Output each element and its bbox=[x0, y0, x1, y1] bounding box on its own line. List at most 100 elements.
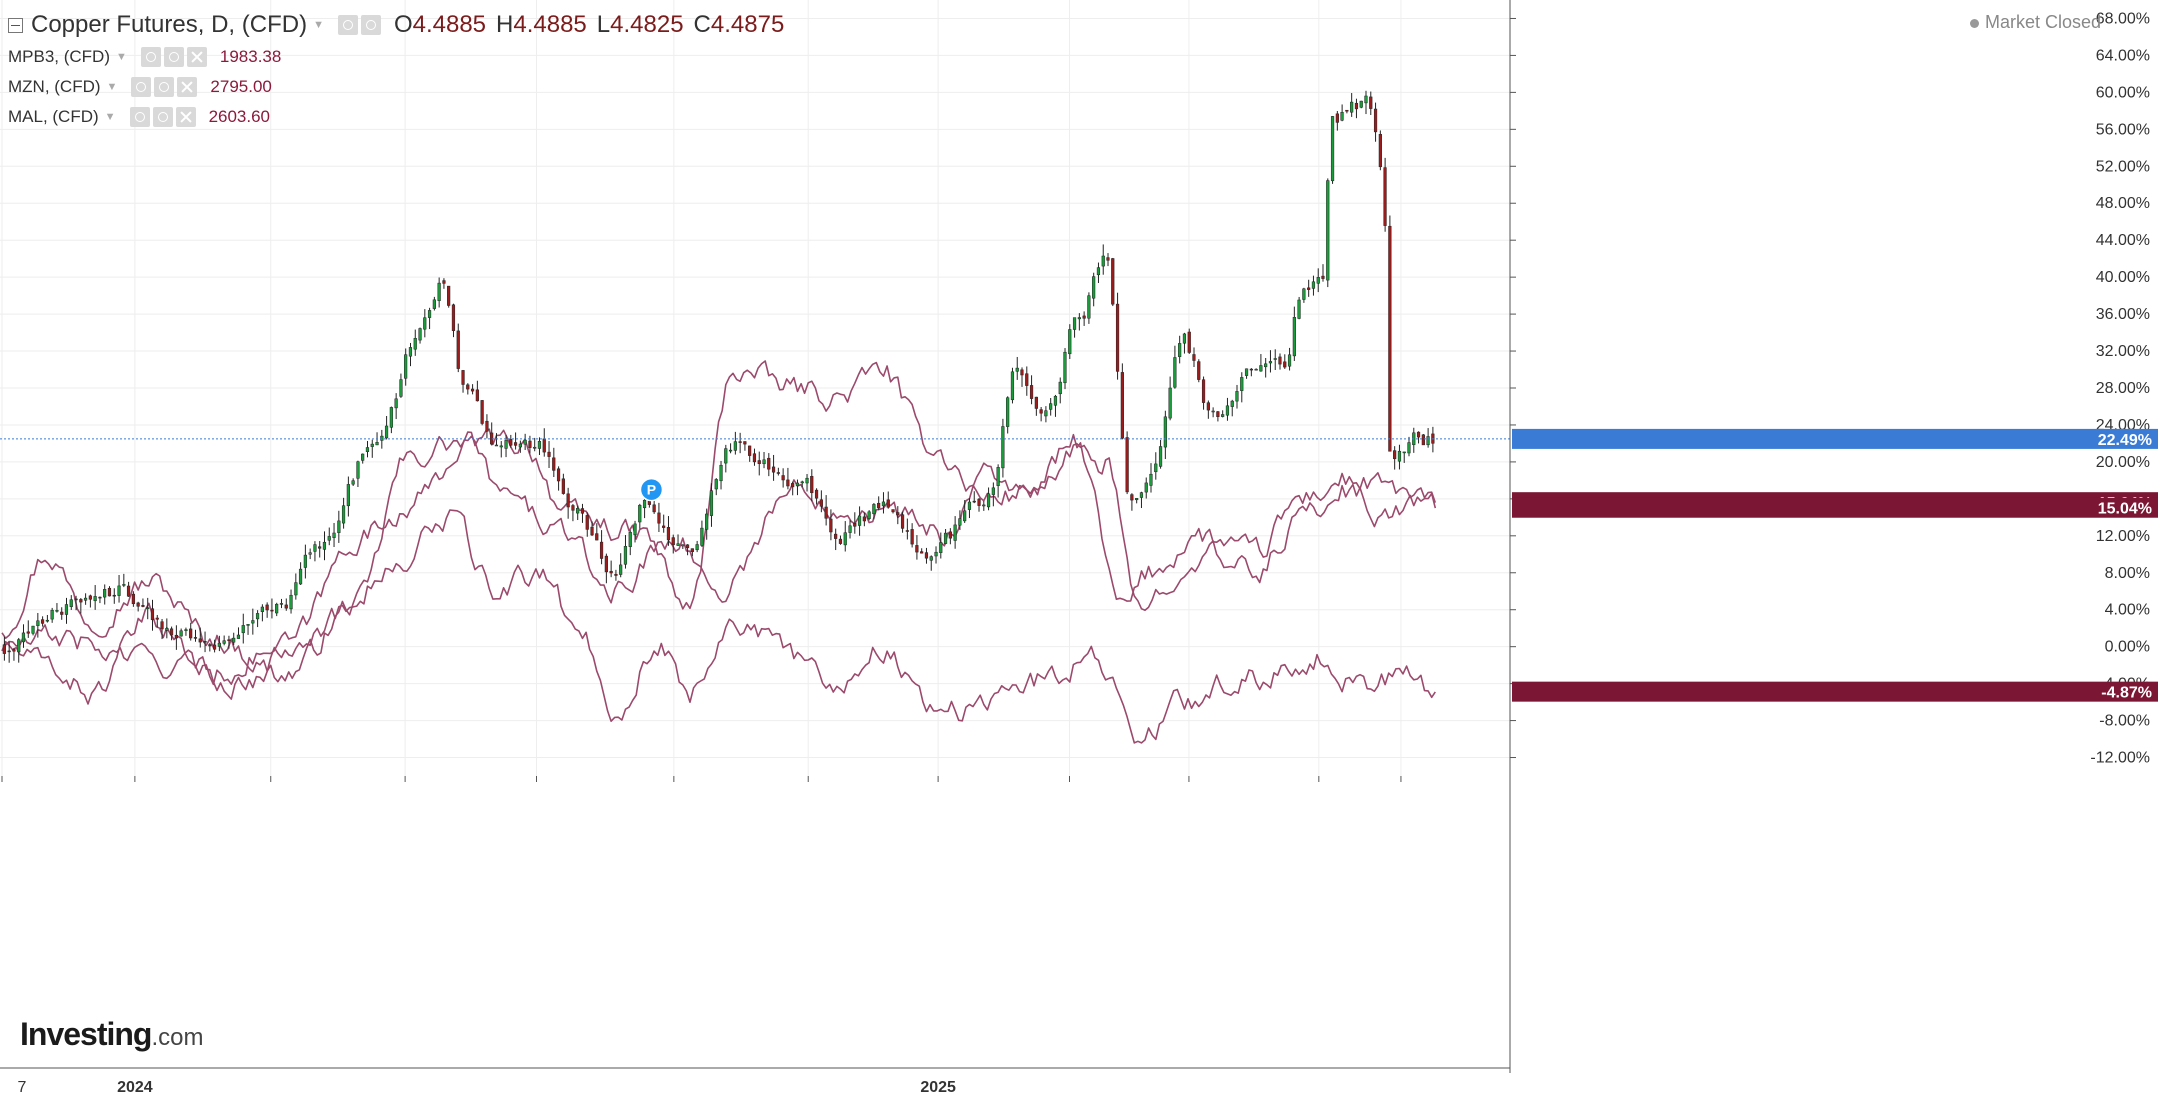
high-label: H bbox=[496, 11, 514, 38]
candle-body bbox=[1120, 372, 1124, 439]
chevron-down-icon[interactable]: ▼ bbox=[104, 111, 116, 123]
candle-body bbox=[652, 504, 656, 513]
candle-body bbox=[1397, 450, 1402, 462]
candle-body bbox=[1063, 351, 1067, 384]
candle-body bbox=[700, 527, 704, 546]
candle-body bbox=[1006, 397, 1010, 427]
legend-overlay-symbol[interactable]: MZN, (CFD) bbox=[8, 77, 101, 96]
candle-body bbox=[1254, 368, 1258, 371]
candle-body bbox=[986, 493, 991, 508]
candle-body bbox=[924, 552, 929, 559]
candle-body bbox=[805, 477, 809, 484]
market-status: Market Closed bbox=[1969, 12, 2101, 33]
candle-body bbox=[470, 388, 475, 392]
collapse-icon[interactable] bbox=[8, 17, 23, 33]
candle-body bbox=[21, 632, 26, 643]
chevron-down-icon[interactable]: ▼ bbox=[116, 51, 127, 63]
candle-body bbox=[1416, 431, 1421, 438]
p-marker-icon[interactable]: P bbox=[639, 477, 664, 502]
eye-icon[interactable] bbox=[129, 107, 150, 127]
high-value: 4.4885 bbox=[513, 11, 587, 38]
legend-overlay-symbol[interactable]: MPB3, (CFD) bbox=[8, 47, 110, 66]
candle-body bbox=[447, 285, 451, 306]
candle-body bbox=[1297, 299, 1301, 319]
candle-body bbox=[346, 484, 350, 507]
candle-body bbox=[232, 637, 236, 643]
candle-body bbox=[79, 599, 83, 603]
y-tick-label: 64.00% bbox=[2096, 47, 2150, 64]
candle-body bbox=[571, 505, 575, 511]
candle-body bbox=[542, 438, 546, 453]
candle-body bbox=[1259, 365, 1263, 372]
chevron-down-icon[interactable]: ▼ bbox=[313, 19, 324, 31]
legend-overlay-symbol[interactable]: MAL, (CFD) bbox=[8, 107, 99, 126]
axis-tag-label: -4.87% bbox=[2101, 685, 2152, 702]
candle-body bbox=[590, 526, 594, 536]
candle-body bbox=[1373, 108, 1378, 133]
candle-body bbox=[513, 442, 518, 446]
candle-body bbox=[566, 493, 570, 508]
eye-icon[interactable] bbox=[131, 77, 152, 97]
candle-body bbox=[819, 499, 823, 507]
candle-body bbox=[318, 546, 322, 549]
candle-body bbox=[800, 481, 804, 484]
close-icon[interactable] bbox=[177, 77, 198, 97]
gear-icon[interactable] bbox=[360, 15, 381, 35]
chevron-down-icon[interactable]: ▼ bbox=[106, 81, 118, 93]
y-tick-label: 44.00% bbox=[2096, 232, 2150, 249]
candle-body bbox=[404, 354, 408, 379]
candle-body bbox=[1001, 426, 1005, 469]
axis-tag-bg bbox=[1512, 428, 2158, 449]
legend-overlay-row: MZN, (CFD) ▼ 2795.00 bbox=[8, 72, 784, 102]
candle-body bbox=[103, 589, 107, 598]
candle-body bbox=[1020, 369, 1024, 376]
candle-body bbox=[184, 629, 188, 631]
candle-body bbox=[891, 509, 895, 513]
candle-body bbox=[466, 384, 470, 390]
candle-body bbox=[1072, 317, 1077, 330]
candle-body bbox=[943, 532, 948, 544]
y-axis: 68.00% 64.00% 60.00% 56.00% 52.00% 48.00% 44.0… bbox=[1509, 0, 2150, 1073]
candle-body bbox=[442, 280, 446, 284]
y-tick-label: 40.00% bbox=[2096, 269, 2150, 286]
eye-icon[interactable] bbox=[140, 47, 161, 67]
logo-main: Investing bbox=[20, 1016, 152, 1052]
candle-body bbox=[1044, 410, 1048, 417]
candles bbox=[2, 90, 1435, 663]
eye-icon[interactable] bbox=[337, 15, 358, 35]
candle-body bbox=[1163, 416, 1167, 448]
candle-body bbox=[1302, 288, 1306, 300]
candle-body bbox=[2, 644, 6, 654]
legend-main-symbol[interactable]: Copper Futures, D, (CFD) bbox=[31, 11, 308, 38]
axis-tag-label: 22.49% bbox=[2098, 432, 2152, 449]
candle-body bbox=[762, 459, 766, 465]
close-icon[interactable] bbox=[186, 47, 207, 67]
candle-body bbox=[83, 597, 88, 601]
candle-body bbox=[1364, 95, 1368, 104]
candle-body bbox=[17, 639, 21, 653]
series-line-mpb3 bbox=[1, 360, 1437, 683]
candle-body bbox=[523, 439, 527, 445]
candle-body bbox=[953, 524, 957, 541]
candle-body bbox=[1235, 391, 1239, 402]
candle-body bbox=[494, 444, 499, 447]
candle-body bbox=[1201, 379, 1206, 403]
candle-body bbox=[848, 525, 852, 533]
candle-body bbox=[705, 513, 709, 530]
candle-body bbox=[1130, 494, 1134, 501]
y-tick-label: 20.00% bbox=[2096, 454, 2150, 471]
gear-icon[interactable] bbox=[163, 47, 184, 67]
candle-body bbox=[160, 621, 164, 630]
candle-body bbox=[1273, 358, 1277, 360]
close-icon[interactable] bbox=[175, 107, 196, 127]
candle-body bbox=[757, 460, 761, 464]
candle-body bbox=[356, 461, 360, 479]
gear-icon[interactable] bbox=[154, 77, 175, 97]
candle-body bbox=[733, 441, 737, 451]
candle-body bbox=[1187, 331, 1191, 353]
candle-body bbox=[719, 464, 723, 482]
gear-icon[interactable] bbox=[152, 107, 173, 127]
candle-body bbox=[681, 544, 685, 547]
